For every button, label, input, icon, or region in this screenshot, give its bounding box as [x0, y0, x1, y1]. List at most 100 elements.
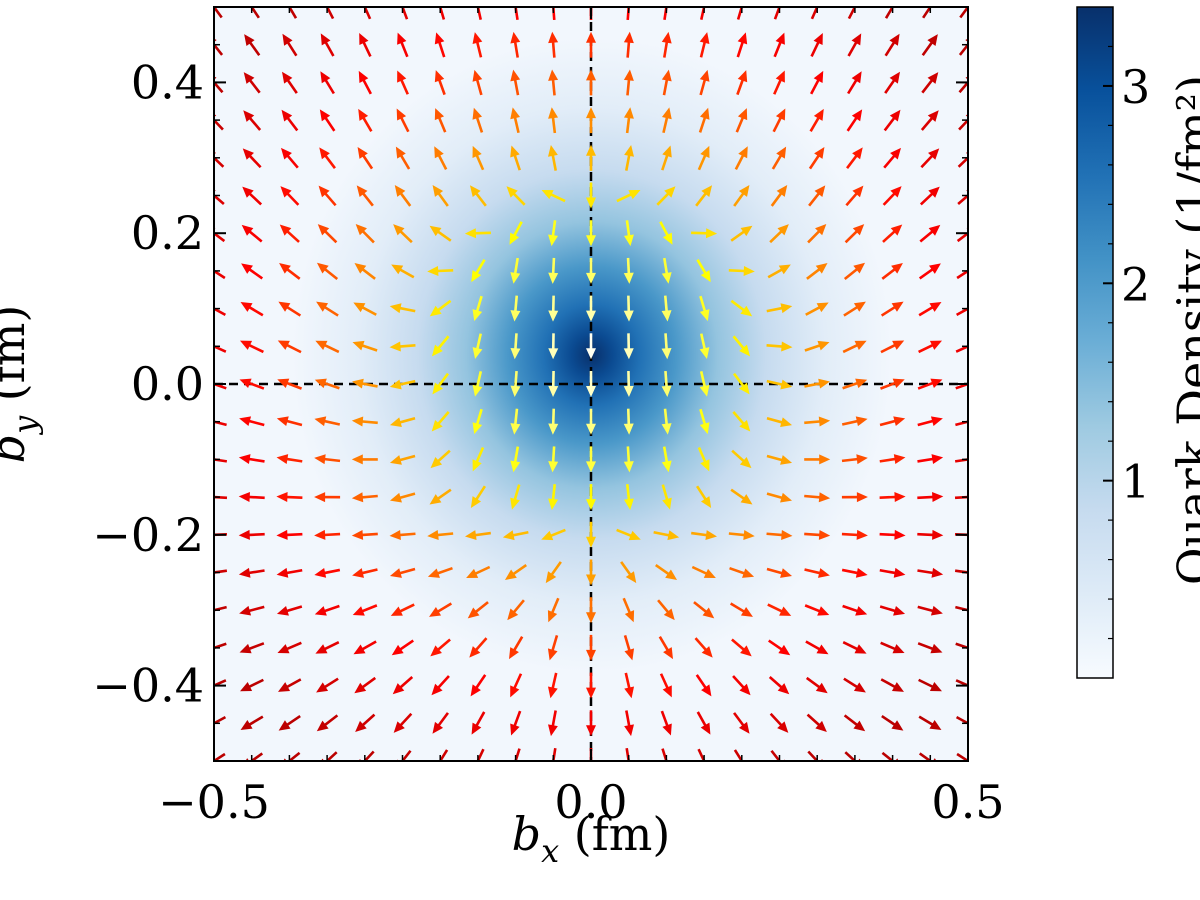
quiver-arrow [616, 189, 641, 203]
quiver-arrow [766, 341, 793, 352]
quiver-arrow [696, 259, 711, 283]
quiver-arrow [917, 642, 943, 654]
x-axis-title-unit: (fm) [559, 807, 670, 861]
quiver-arrow [471, 711, 486, 735]
quiver-arrow [917, 529, 944, 540]
quiver-arrow [509, 221, 523, 245]
quiver-arrow [769, 224, 789, 244]
quiver-arrow [661, 333, 672, 360]
quiver-arrow [623, 446, 634, 473]
quiver-arrow [616, 528, 641, 541]
quiver-arrow [770, 185, 788, 207]
quiver-arrow [548, 220, 558, 247]
quiver-arrow [281, 109, 299, 132]
quiver-arrow [390, 603, 415, 616]
quiver-arrow [766, 379, 793, 390]
quiver-arrow [624, 220, 634, 247]
quiver-arrow [697, 446, 710, 472]
quiver-arrow [351, 416, 378, 427]
quiver-arrow [359, 32, 372, 57]
quiver-arrow [879, 378, 905, 390]
quiver-arrow [586, 295, 596, 322]
quiver-arrow [731, 638, 752, 657]
quiver-arrow [466, 565, 491, 578]
x-tick-label: 0.0 [554, 775, 627, 829]
quiver-arrow [586, 182, 596, 209]
quiver-arrow [919, 224, 941, 243]
quiver-arrow [804, 454, 831, 465]
quiver-arrow [358, 70, 373, 95]
quiver-arrow [730, 488, 753, 505]
quiver-arrow [806, 262, 828, 280]
quiver-arrow [956, 752, 968, 761]
quiver-arrow [352, 604, 378, 616]
quiver-arrow [239, 642, 265, 654]
quiver-arrow [314, 567, 341, 578]
quiver-arrow [586, 446, 596, 473]
quiver-arrow [624, 672, 635, 699]
quiver-arrow [472, 446, 485, 472]
quiver-arrow [243, 110, 262, 131]
quiver-arrow [547, 597, 560, 623]
quiver-arrow [277, 378, 303, 390]
quiver-arrow [804, 340, 830, 352]
quiver-arrow [883, 147, 902, 169]
quiver-arrow [467, 601, 489, 619]
quiver-arrow [730, 299, 753, 317]
quiver-arrow [214, 642, 227, 650]
quiver-arrow [918, 678, 942, 692]
quiver-arrow [315, 641, 340, 654]
quiver-arrow [766, 567, 793, 578]
quiver-arrow [510, 295, 521, 322]
quiver-arrow [509, 636, 524, 660]
quiver-arrow [624, 145, 634, 171]
quiver-arrow [843, 677, 866, 693]
quiver-arrow [434, 32, 446, 58]
quiver-arrow [884, 71, 901, 94]
quiver-arrow [918, 715, 942, 730]
quiver-arrow [470, 485, 487, 509]
quiver-arrow [510, 408, 521, 435]
quiver-arrow [242, 148, 262, 169]
quiver-arrow [879, 529, 906, 540]
quiver-arrow [623, 370, 634, 397]
quiver-arrow [845, 185, 864, 207]
quiver-arrow [510, 446, 521, 473]
y-axis-title: by (fm) [0, 305, 44, 464]
quiver-arrow [510, 107, 521, 134]
quiver-arrow [510, 333, 521, 360]
quiver-arrow [277, 641, 302, 654]
quiver-arrow [736, 32, 748, 58]
quiver-arrow [810, 32, 823, 57]
quiver-arrow [314, 454, 341, 465]
quiver-arrow [355, 223, 375, 244]
quiver-arrow [434, 70, 446, 96]
quiver-arrow [316, 301, 339, 317]
quiver-arrow [691, 530, 717, 541]
quiver-arrow [808, 185, 826, 207]
quiver-arrow [699, 69, 710, 96]
quiver-arrow [921, 72, 939, 94]
quiver-arrow [393, 712, 413, 733]
quiver-arrow [732, 372, 750, 395]
quiver-arrow [661, 145, 672, 171]
quiver-arrow [510, 370, 521, 397]
quiver-arrow [694, 637, 713, 658]
quiver-arrow [918, 263, 941, 280]
quiver-arrow [548, 295, 559, 322]
quiver-arrow [354, 676, 377, 694]
quiver-arrow [771, 146, 787, 170]
quiver-arrow [696, 711, 711, 735]
quiver-arrow [240, 715, 264, 730]
y-axis-title-base: b [0, 434, 35, 463]
quiver-arrow [656, 186, 676, 206]
quiver-arrow [214, 7, 223, 19]
quiver-arrow [846, 109, 863, 132]
y-tick-label: 0.0 [131, 357, 204, 411]
quiver-arrow [470, 674, 487, 697]
quiver-arrow [767, 264, 791, 279]
quiver-arrow [276, 605, 303, 616]
quiver-arrow [214, 752, 226, 761]
quiver-arrow [314, 416, 341, 427]
quiver-arrow [804, 492, 831, 503]
